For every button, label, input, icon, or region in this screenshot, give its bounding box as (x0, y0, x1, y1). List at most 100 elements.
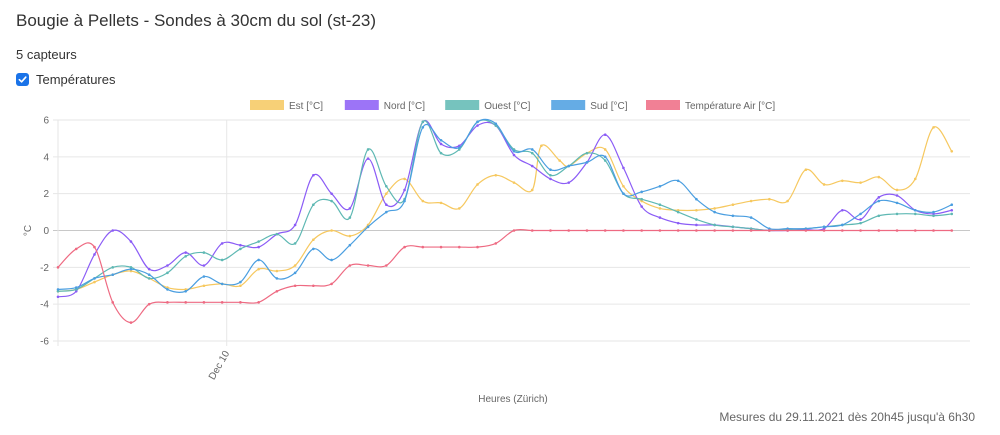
series-1 (56, 119, 954, 299)
data-point (877, 229, 881, 232)
data-point (558, 159, 561, 162)
x-tick-label: Dec 10 (207, 349, 233, 382)
legend-item[interactable]: Température Air [°C] (646, 100, 775, 112)
y-axis-ticks: 6 4 2 0 -2 -4 -6 (40, 116, 49, 348)
data-point (895, 194, 899, 197)
data-point (932, 229, 935, 232)
data-point (111, 229, 115, 232)
data-point (695, 218, 698, 221)
chart-grid (53, 119, 970, 346)
y-tick-label: 6 (43, 116, 49, 127)
data-point (129, 240, 133, 243)
chart-legend[interactable]: Est [°C] Nord [°C] Ouest [°C] Sud [°C] Tempé… (250, 100, 775, 112)
data-point (439, 138, 443, 142)
series-line (57, 228, 952, 324)
data-point (549, 168, 552, 172)
data-point (93, 253, 96, 256)
data-point (932, 212, 935, 216)
data-point (202, 251, 206, 254)
data-point (512, 229, 516, 232)
checkbox-label: Températures (36, 72, 116, 87)
data-point (257, 240, 260, 243)
legend-item[interactable]: Ouest [°C] (445, 100, 531, 112)
series-line (57, 118, 952, 293)
legend-label: Ouest [°C] (484, 101, 530, 112)
data-point (202, 264, 206, 267)
data-point (768, 229, 771, 232)
data-point (366, 225, 370, 229)
checkbox-checked-icon[interactable] (16, 73, 29, 86)
data-point (293, 271, 297, 275)
data-point (658, 216, 662, 219)
data-point (93, 245, 96, 249)
data-point (239, 243, 242, 247)
legend-item[interactable]: Est [°C] (250, 100, 323, 112)
legend-item[interactable]: Sud [°C] (551, 100, 628, 112)
temperatures-toggle[interactable]: Températures (16, 72, 115, 87)
data-point (421, 199, 425, 203)
data-point (640, 199, 643, 203)
legend-swatch (250, 100, 284, 110)
chart-series (56, 118, 954, 324)
data-point (147, 267, 151, 271)
data-point (275, 289, 279, 293)
data-point (895, 212, 899, 216)
data-point (932, 126, 935, 129)
data-point (56, 295, 60, 299)
data-point (512, 150, 516, 153)
y-tick-label: 0 (43, 226, 49, 237)
data-point (640, 190, 643, 194)
data-point (439, 151, 443, 155)
data-point (312, 284, 315, 288)
page-title: Bougie à Pellets - Sondes à 30cm du sol … (16, 11, 377, 30)
data-point (348, 243, 352, 247)
y-tick-label: -6 (40, 337, 49, 348)
data-point (622, 166, 625, 170)
data-point (348, 264, 352, 267)
data-point (147, 277, 151, 280)
data-point (731, 203, 735, 207)
data-point (494, 173, 498, 177)
data-point (111, 301, 115, 304)
data-point (385, 185, 388, 188)
legend-swatch (445, 100, 480, 110)
data-point (822, 227, 826, 230)
data-point (603, 229, 607, 232)
data-point (74, 289, 78, 293)
data-point (895, 188, 899, 192)
data-point (330, 282, 333, 286)
data-point (56, 266, 60, 269)
data-point (585, 161, 589, 164)
y-tick-label: -4 (40, 300, 49, 311)
data-point (640, 205, 643, 208)
data-point (56, 289, 60, 293)
data-point (457, 207, 461, 210)
data-point (749, 229, 753, 232)
data-point (129, 269, 133, 273)
data-point (366, 157, 370, 160)
data-point (385, 192, 388, 195)
data-point (421, 245, 425, 249)
data-point (275, 232, 279, 236)
data-point (658, 207, 662, 210)
data-point (822, 229, 826, 232)
data-point (184, 288, 187, 291)
x-axis-label: Heures (Zürich) (478, 394, 547, 405)
data-point (293, 264, 297, 267)
data-point (129, 321, 133, 324)
data-point (950, 208, 954, 212)
data-point (257, 267, 260, 271)
data-point (731, 225, 735, 229)
series-2 (56, 119, 954, 293)
data-point (385, 210, 388, 214)
data-point (275, 269, 279, 273)
data-point (312, 238, 315, 242)
data-point (512, 153, 516, 157)
data-point (749, 216, 753, 219)
legend-item[interactable]: Nord [°C] (344, 100, 425, 112)
data-point (330, 199, 333, 203)
data-point (439, 245, 443, 249)
data-point (457, 144, 461, 148)
data-point (312, 173, 315, 177)
data-point (220, 301, 224, 304)
